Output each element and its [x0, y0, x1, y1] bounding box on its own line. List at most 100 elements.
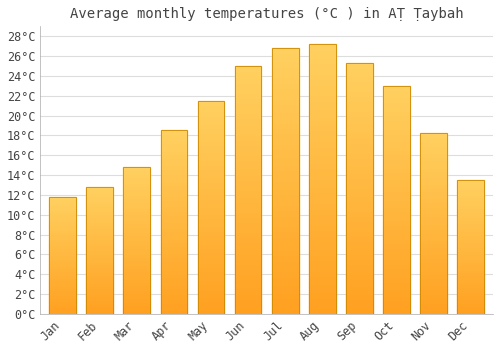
Bar	[346, 279, 373, 281]
Bar	[383, 111, 410, 113]
Bar	[420, 198, 447, 200]
Bar	[458, 248, 484, 250]
Bar	[49, 273, 76, 274]
Bar	[420, 269, 447, 271]
Bar	[86, 196, 113, 197]
Bar	[198, 152, 224, 154]
Bar	[346, 178, 373, 181]
Bar	[49, 280, 76, 281]
Bar	[272, 237, 298, 239]
Bar	[458, 302, 484, 303]
Bar	[272, 245, 298, 247]
Bar	[198, 188, 224, 190]
Bar	[198, 252, 224, 254]
Bar	[198, 111, 224, 113]
Bar	[383, 257, 410, 259]
Bar	[86, 226, 113, 228]
Bar	[383, 248, 410, 250]
Bar	[309, 155, 336, 158]
Bar	[420, 180, 447, 182]
Bar	[124, 261, 150, 262]
Bar	[86, 233, 113, 234]
Bar	[198, 109, 224, 111]
Bar	[124, 309, 150, 311]
Bar	[235, 195, 262, 197]
Bar	[272, 221, 298, 224]
Bar	[49, 258, 76, 259]
Bar	[49, 253, 76, 254]
Bar	[235, 168, 262, 170]
Bar	[235, 237, 262, 239]
Bar	[309, 87, 336, 90]
Bar	[420, 222, 447, 224]
Bar	[124, 274, 150, 276]
Bar	[272, 139, 298, 141]
Bar	[49, 199, 76, 200]
Bar	[49, 224, 76, 225]
Bar	[346, 186, 373, 188]
Bar	[160, 275, 188, 277]
Bar	[458, 286, 484, 287]
Bar	[49, 313, 76, 314]
Bar	[346, 231, 373, 233]
Bar	[235, 289, 262, 292]
Bar	[124, 264, 150, 265]
Bar	[272, 186, 298, 189]
Bar	[458, 310, 484, 311]
Bar	[420, 195, 447, 197]
Bar	[309, 193, 336, 195]
Bar	[420, 278, 447, 280]
Bar	[458, 263, 484, 264]
Bar	[86, 189, 113, 191]
Bar	[272, 51, 298, 54]
Bar	[198, 180, 224, 182]
Bar	[235, 254, 262, 257]
Bar	[86, 266, 113, 267]
Bar	[346, 198, 373, 201]
Bar	[383, 125, 410, 127]
Bar	[346, 203, 373, 206]
Bar	[86, 253, 113, 254]
Bar	[124, 233, 150, 235]
Bar	[420, 233, 447, 234]
Bar	[124, 172, 150, 173]
Bar	[49, 256, 76, 257]
Bar	[198, 271, 224, 273]
Bar	[383, 266, 410, 268]
Bar	[420, 236, 447, 238]
Bar	[160, 191, 188, 193]
Bar	[49, 208, 76, 209]
Bar	[160, 235, 188, 237]
Bar	[198, 209, 224, 211]
Bar	[198, 193, 224, 195]
Bar	[160, 253, 188, 255]
Bar	[49, 295, 76, 296]
Bar	[86, 217, 113, 219]
Bar	[309, 249, 336, 252]
Bar	[346, 156, 373, 158]
Bar	[346, 276, 373, 279]
Bar	[346, 196, 373, 198]
Bar	[458, 181, 484, 183]
Bar	[198, 107, 224, 109]
Bar	[49, 294, 76, 295]
Bar	[346, 73, 373, 76]
Bar	[86, 210, 113, 211]
Bar	[235, 170, 262, 173]
Bar	[235, 98, 262, 101]
Bar	[420, 139, 447, 141]
Bar	[272, 208, 298, 210]
Bar	[458, 227, 484, 228]
Bar	[49, 231, 76, 232]
Bar	[49, 279, 76, 280]
Bar	[383, 227, 410, 230]
Bar	[346, 274, 373, 276]
Bar	[124, 173, 150, 174]
Bar	[383, 104, 410, 106]
Bar	[383, 271, 410, 273]
Bar	[198, 154, 224, 156]
Bar	[420, 229, 447, 231]
Bar	[458, 201, 484, 203]
Bar	[86, 234, 113, 235]
Bar	[124, 205, 150, 207]
